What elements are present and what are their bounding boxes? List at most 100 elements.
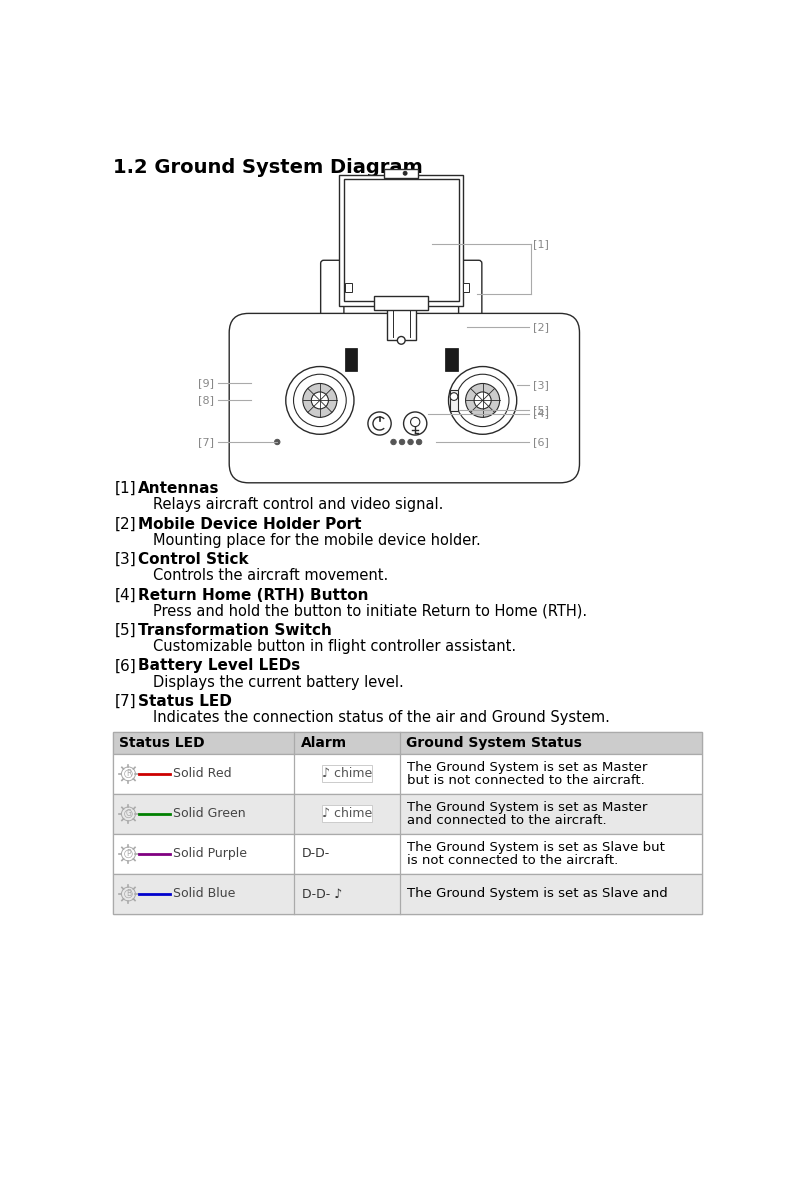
Circle shape: [275, 439, 280, 445]
Circle shape: [408, 439, 413, 445]
Text: D-D- ♪: D-D- ♪: [302, 888, 342, 900]
Text: Solid Purple: Solid Purple: [173, 847, 246, 860]
Bar: [113, 754, 702, 794]
Text: [3]: [3]: [533, 380, 549, 390]
Text: Solid Blue: Solid Blue: [173, 888, 235, 900]
Text: [6]: [6]: [115, 659, 136, 673]
Text: D-D-: D-D-: [302, 847, 330, 860]
Circle shape: [398, 336, 406, 344]
Text: 1.2 Ground System Diagram: 1.2 Ground System Diagram: [113, 158, 423, 176]
Text: Alarm: Alarm: [300, 736, 347, 750]
FancyBboxPatch shape: [321, 260, 344, 332]
Text: Control Stick: Control Stick: [138, 552, 249, 568]
Text: Customizable button in flight controller assistant.: Customizable button in flight controller…: [153, 640, 516, 654]
Circle shape: [450, 392, 458, 401]
Bar: [344, 180, 459, 301]
Bar: [384, 169, 418, 178]
Bar: [445, 348, 458, 371]
Text: [6]: [6]: [533, 437, 549, 446]
Text: Antennas: Antennas: [138, 481, 219, 497]
Text: [7]: [7]: [198, 437, 214, 446]
Text: [2]: [2]: [115, 517, 136, 532]
Text: B: B: [126, 889, 131, 899]
Text: [1]: [1]: [533, 239, 549, 250]
Bar: [386, 306, 416, 341]
Circle shape: [286, 366, 354, 434]
Circle shape: [124, 770, 132, 778]
Bar: [450, 390, 458, 412]
Text: The Ground System is set as Slave and: The Ground System is set as Slave and: [407, 888, 668, 900]
Circle shape: [456, 374, 509, 426]
Text: [3]: [3]: [115, 552, 136, 568]
Text: R: R: [126, 769, 131, 779]
Circle shape: [124, 890, 132, 898]
Bar: [374, 296, 428, 311]
Text: [4]: [4]: [533, 408, 549, 419]
Text: [2]: [2]: [533, 323, 549, 332]
Circle shape: [368, 412, 391, 436]
Circle shape: [294, 374, 346, 426]
Text: [5]: [5]: [115, 623, 136, 638]
Text: The Ground System is set as Slave but: The Ground System is set as Slave but: [407, 841, 665, 854]
Bar: [113, 732, 702, 754]
Circle shape: [390, 439, 396, 445]
Bar: [113, 874, 702, 914]
Circle shape: [303, 384, 337, 418]
Text: [4]: [4]: [115, 588, 136, 602]
Circle shape: [121, 767, 135, 781]
Text: Press and hold the button to initiate Return to Home (RTH).: Press and hold the button to initiate Re…: [153, 604, 588, 619]
Text: Mobile Device Holder Port: Mobile Device Holder Port: [138, 517, 361, 532]
Text: Displays the current battery level.: Displays the current battery level.: [153, 674, 404, 690]
Bar: [345, 282, 352, 292]
Bar: [113, 732, 702, 914]
Circle shape: [474, 392, 491, 409]
Circle shape: [399, 439, 405, 445]
Text: ♪ chime: ♪ chime: [322, 767, 372, 780]
Text: Transformation Switch: Transformation Switch: [138, 623, 332, 638]
Text: Status LED: Status LED: [138, 694, 231, 709]
Bar: [345, 348, 357, 371]
Text: Solid Green: Solid Green: [173, 808, 246, 821]
Text: is not connected to the aircraft.: is not connected to the aircraft.: [407, 853, 619, 866]
Circle shape: [417, 439, 422, 445]
Text: Mounting place for the mobile device holder.: Mounting place for the mobile device hol…: [153, 533, 481, 548]
Circle shape: [124, 850, 132, 858]
FancyBboxPatch shape: [229, 313, 580, 482]
Bar: [339, 175, 463, 306]
Bar: [113, 834, 702, 874]
Circle shape: [121, 806, 135, 821]
Text: [5]: [5]: [533, 404, 549, 415]
Text: P: P: [126, 850, 131, 858]
Bar: [322, 805, 372, 822]
Text: Controls the aircraft movement.: Controls the aircraft movement.: [153, 569, 389, 583]
Text: [1]: [1]: [115, 481, 136, 497]
Text: [7]: [7]: [115, 694, 136, 709]
Circle shape: [121, 887, 135, 901]
Circle shape: [410, 418, 420, 426]
Text: Solid Red: Solid Red: [173, 767, 231, 780]
Circle shape: [404, 412, 427, 436]
Text: and connected to the aircraft.: and connected to the aircraft.: [407, 814, 607, 827]
Text: Return Home (RTH) Button: Return Home (RTH) Button: [138, 588, 368, 602]
Text: Status LED: Status LED: [119, 736, 205, 750]
Bar: [463, 282, 470, 292]
Circle shape: [124, 810, 132, 817]
Text: Battery Level LEDs: Battery Level LEDs: [138, 659, 300, 673]
Bar: [113, 794, 702, 834]
Text: ♪ chime: ♪ chime: [322, 808, 372, 821]
Text: but is not connected to the aircraft.: but is not connected to the aircraft.: [407, 774, 645, 786]
Text: G: G: [125, 809, 131, 818]
Text: [9]: [9]: [198, 378, 214, 388]
Text: Indicates the connection status of the air and Ground System.: Indicates the connection status of the a…: [153, 710, 610, 725]
Text: Ground System Status: Ground System Status: [406, 736, 582, 750]
Circle shape: [403, 172, 407, 175]
Circle shape: [311, 392, 329, 409]
Circle shape: [121, 847, 135, 860]
FancyBboxPatch shape: [459, 260, 482, 332]
Circle shape: [448, 366, 516, 434]
Bar: [322, 766, 372, 782]
Text: The Ground System is set as Master: The Ground System is set as Master: [407, 802, 648, 815]
Text: Relays aircraft control and video signal.: Relays aircraft control and video signal…: [153, 498, 444, 512]
Text: [8]: [8]: [198, 396, 214, 406]
Text: The Ground System is set as Master: The Ground System is set as Master: [407, 761, 648, 774]
